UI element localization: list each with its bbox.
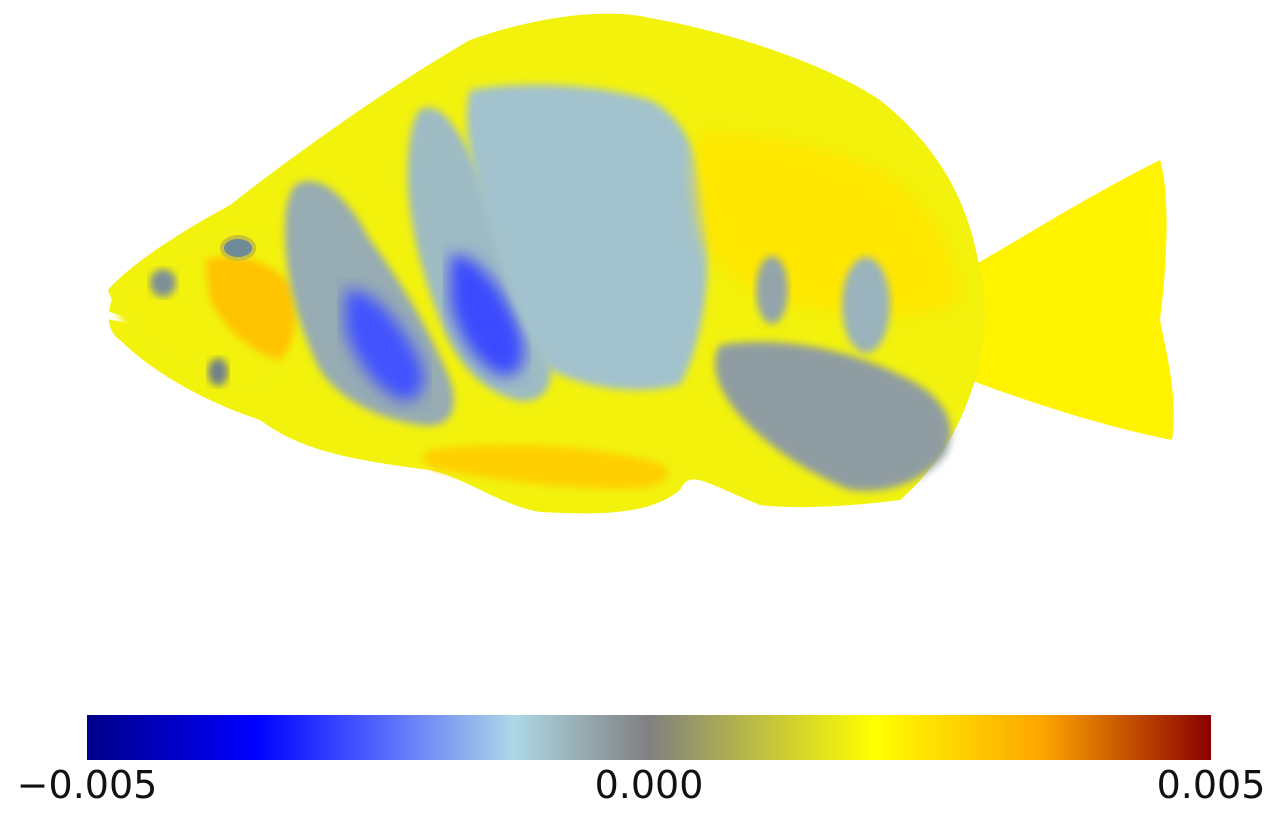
fish-shape [104,13,1174,514]
gill-band-core [345,289,424,401]
colorbar-tick-label-min: −0.005 [16,763,158,807]
mid-body-patch [466,84,709,390]
lower-rear-patch [715,341,951,491]
rear-spot-1 [756,256,788,324]
jaw-mark [208,358,228,386]
fish-eye [220,235,256,261]
cheek [205,256,296,360]
belly-stripe [422,444,669,489]
tail-fin [965,160,1174,440]
nostril [150,269,176,297]
colorbar-tick-label-mid: 0.000 [594,763,704,807]
rear-spot-2 [842,257,890,353]
colorbar-tick-label-max: 0.005 [1156,763,1266,807]
second-band-core [450,254,524,376]
colorbar [87,715,1211,760]
